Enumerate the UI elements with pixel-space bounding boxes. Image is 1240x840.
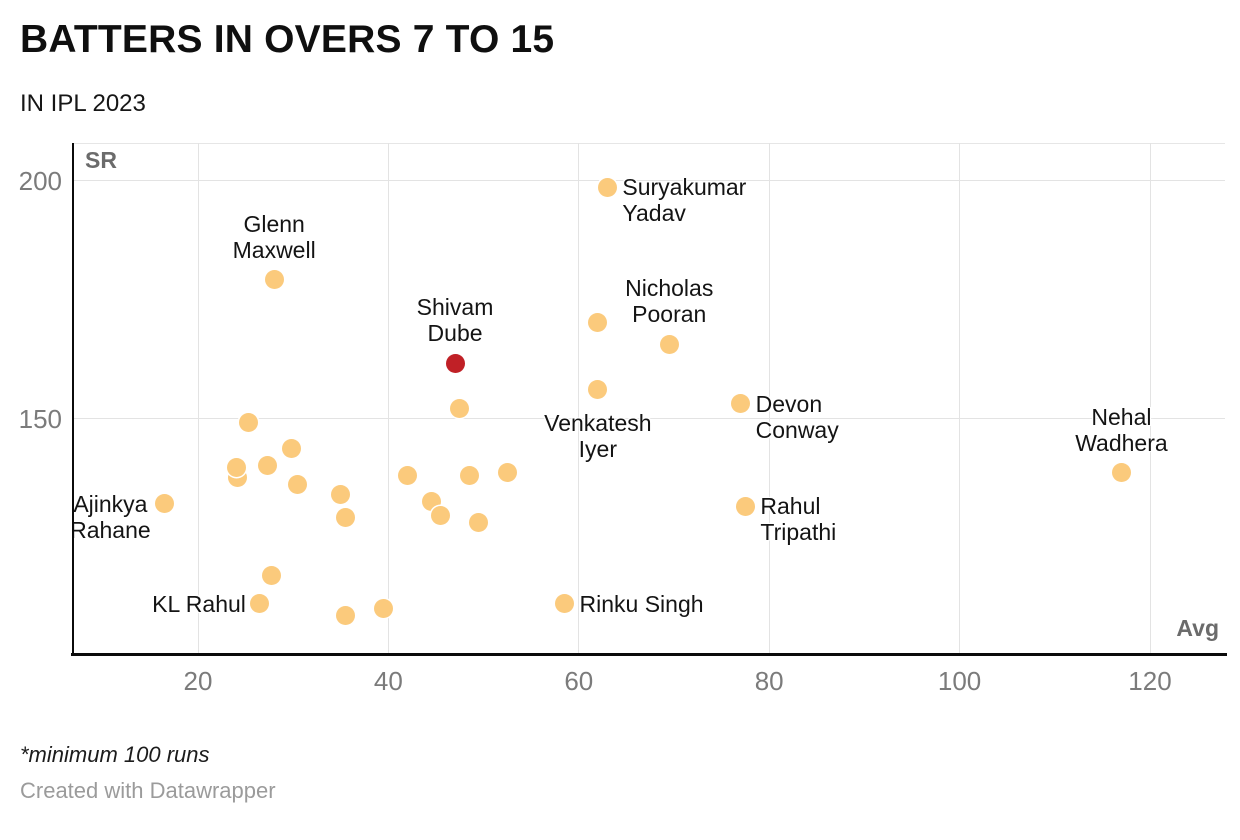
scatter-point-highlight — [445, 353, 465, 373]
grid-line-y — [73, 179, 1225, 181]
scatter-point — [1111, 463, 1131, 483]
point-label: Shivam Dube — [416, 294, 494, 347]
y-tick-label: 150 — [18, 404, 62, 434]
scatter-point — [336, 606, 356, 626]
x-tick-label: 80 — [754, 666, 784, 696]
scatter-point — [155, 494, 175, 514]
point-label: Rinku Singh — [579, 590, 704, 617]
scatter-point — [597, 177, 617, 197]
scatter-point — [731, 394, 751, 414]
y-axis-title: SR — [85, 147, 117, 173]
plot-top-border — [73, 143, 1225, 144]
point-label: Venkatesh Iyer — [544, 410, 652, 463]
scatter-point — [459, 465, 479, 485]
scatter-point — [331, 484, 351, 504]
scatter-point — [397, 465, 417, 485]
x-tick-label: 20 — [183, 666, 213, 696]
point-label: Glenn Maxwell — [232, 210, 316, 263]
grid-line-x — [768, 143, 770, 656]
y-tick-label: 200 — [18, 166, 62, 196]
x-tick-label: 100 — [937, 666, 982, 696]
point-label: Suryakumar Yadav — [622, 174, 747, 227]
point-label: Rahul Tripathi — [760, 493, 837, 546]
scatter-point — [281, 439, 301, 459]
scatter-point — [226, 458, 246, 478]
grid-line-x — [578, 143, 580, 656]
scatter-point — [588, 313, 608, 333]
scatter-point — [450, 398, 470, 418]
scatter-point — [588, 379, 608, 399]
scatter-point — [238, 413, 258, 433]
chart-subtitle: IN IPL 2023 — [20, 90, 146, 117]
y-axis-line — [72, 143, 74, 656]
scatter-point — [250, 594, 270, 614]
x-tick-label: 60 — [564, 666, 594, 696]
x-tick-label: 120 — [1128, 666, 1172, 696]
grid-line-x — [1149, 143, 1151, 656]
datawrapper-credit: Created with Datawrapper — [20, 778, 276, 803]
point-label: Ajinkya Rahane — [70, 490, 151, 543]
x-axis-line — [71, 653, 1227, 656]
scatter-point — [659, 334, 679, 354]
scatter-point — [497, 463, 517, 483]
grid-line-x — [959, 143, 961, 656]
plot-area: Suryakumar Yadav Glenn Maxwell Shivam Dube Nic… — [70, 143, 1227, 656]
scatter-point — [431, 506, 451, 526]
grid-line-x — [387, 143, 389, 656]
scatter-point — [555, 594, 575, 614]
point-label: Devon Conway — [755, 390, 839, 443]
grid-line-y — [73, 417, 1225, 419]
scatter-point — [421, 491, 441, 511]
scatter-point — [469, 513, 489, 533]
chart-footnote: *minimum 100 runs — [20, 742, 210, 767]
scatter-point — [261, 565, 281, 585]
scatter-point — [264, 270, 284, 290]
scatter-point — [336, 508, 356, 528]
scatter-point — [257, 456, 277, 476]
chart-title: BATTERS IN OVERS 7 TO 15 — [20, 18, 555, 61]
point-label: KL Rahul — [152, 590, 246, 617]
x-tick-label: 40 — [373, 666, 403, 696]
scatter-point — [374, 598, 394, 618]
point-label: Nicholas Pooran — [625, 275, 714, 328]
scatter-point — [735, 496, 755, 516]
grid-line-x — [197, 143, 199, 656]
point-label: Nehal Wadhera — [1075, 403, 1168, 456]
x-axis-title: Avg — [1176, 615, 1219, 641]
scatter-point — [288, 475, 308, 495]
